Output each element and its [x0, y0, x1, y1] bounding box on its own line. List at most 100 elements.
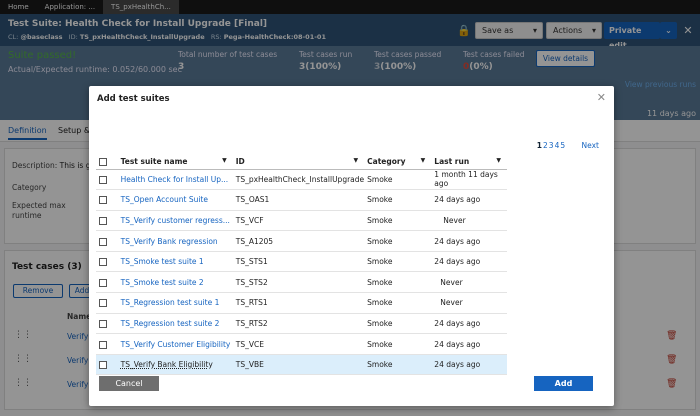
save-as-button[interactable]: Save as ▾	[475, 22, 543, 39]
tab-definition[interactable]: Definition	[8, 126, 47, 140]
filter-icon[interactable]: ▼	[420, 157, 426, 164]
passed-value: 3(100%)	[374, 62, 441, 72]
row-checkbox[interactable]	[99, 216, 107, 225]
row-checkbox[interactable]	[99, 319, 107, 328]
table-row[interactable]: TS_Open Account Suite TS_OAS1 Smoke 24 d…	[96, 189, 507, 211]
select-all-checkbox[interactable]	[99, 157, 107, 166]
row-checkbox[interactable]	[99, 340, 107, 349]
drag-handle-icon[interactable]: ⋮⋮	[14, 330, 32, 340]
view-details-button[interactable]: View details	[536, 50, 595, 67]
table-row[interactable]: TS_Smoke test suite 2 TS_STS2 Smoke Neve…	[96, 271, 507, 294]
save-as-label: Save as	[482, 26, 514, 35]
table-row[interactable]: TS_Smoke test suite 1 TS_STS1 Smoke 24 d…	[96, 251, 507, 273]
col-category[interactable]: Category ▼	[364, 154, 432, 170]
actions-button[interactable]: Actions ▾	[546, 22, 602, 39]
suite-name-link[interactable]: TS_Smoke test suite 1	[117, 251, 233, 273]
suite-name-link[interactable]: TS_Verify Bank regression	[117, 230, 233, 252]
trash-icon[interactable]: 🗑	[666, 379, 678, 389]
trash-icon[interactable]: 🗑	[666, 331, 678, 341]
cancel-button[interactable]: Cancel	[99, 376, 159, 391]
suite-last-run: Never	[431, 210, 507, 232]
row-checkbox[interactable]	[99, 237, 107, 246]
next-page-link[interactable]: Next	[581, 141, 599, 150]
suite-last-run: 24 days ago	[431, 313, 507, 335]
col-test-suite-name[interactable]: Test suite name ▼	[117, 154, 233, 170]
test-case-link[interactable]: Verify	[67, 380, 89, 389]
table-row[interactable]: TS_Verify Bank regression TS_A1205 Smoke…	[96, 230, 507, 252]
suite-name-link[interactable]: Health Check for Install Up...	[117, 169, 233, 191]
table-row[interactable]: TS_Regression test suite 1 TS_RTS1 Smoke…	[96, 292, 507, 314]
test-cases-title: Test cases (3)	[12, 262, 82, 272]
test-case-link[interactable]: Verify	[67, 356, 89, 365]
suite-id: TS_RTS2	[232, 313, 365, 335]
passed-count: 3	[374, 62, 381, 72]
lock-icon[interactable]: 🔒	[457, 24, 471, 37]
suite-last-run: 24 days ago	[431, 354, 507, 376]
test-case-link[interactable]: Verify	[67, 332, 89, 341]
page-5[interactable]: 5	[560, 141, 566, 150]
view-previous-runs-link[interactable]: View previous runs	[624, 80, 696, 89]
runtime-text: Actual/Expected runtime: 0.052/60.000 se…	[8, 65, 182, 74]
table-row[interactable]: TS_Verify customer regress... TS_VCF Smo…	[96, 210, 507, 232]
col-id[interactable]: ID ▼	[232, 154, 365, 170]
row-select-cell	[96, 354, 118, 376]
browser-tab-application[interactable]: Application: ...	[44, 3, 96, 11]
suite-id: TS_RTS1	[232, 292, 365, 314]
page-3[interactable]: 3	[548, 141, 554, 150]
page-4[interactable]: 4	[554, 141, 560, 150]
suite-name-link[interactable]: TS_Verify Customer Eligibility	[117, 333, 233, 355]
suite-last-run: 24 days ago	[431, 189, 507, 211]
failed-count: 0	[463, 62, 470, 72]
filter-icon[interactable]: ▼	[496, 157, 501, 164]
add-button[interactable]: Add	[534, 376, 593, 391]
row-checkbox[interactable]	[99, 196, 107, 205]
col-label: Category	[367, 156, 406, 166]
remove-button[interactable]: Remove	[13, 284, 63, 298]
page-2[interactable]: 2	[543, 141, 548, 150]
browser-tab-bar: Home Application: ... TS_pxHealthCh...	[0, 0, 700, 14]
suite-name-link[interactable]: TS_Verify customer regress...	[117, 210, 233, 232]
col-last-run[interactable]: Last run ▼	[431, 154, 507, 170]
drag-handle-icon[interactable]: ⋮⋮	[14, 354, 32, 364]
suite-category: Smoke	[364, 292, 432, 314]
private-edit-button[interactable]: Private edit	[604, 22, 660, 50]
suite-last-run: 24 days ago	[431, 333, 507, 355]
select-all-cell	[96, 154, 118, 170]
filter-icon[interactable]: ▼	[222, 157, 227, 164]
row-checkbox[interactable]	[99, 258, 107, 267]
suite-last-run: 24 days ago	[431, 230, 507, 252]
rs-label: RS:	[210, 33, 222, 41]
filter-icon[interactable]: ▼	[353, 157, 359, 164]
private-edit-menu-button[interactable]: ⌄	[660, 22, 677, 39]
table-row[interactable]: TS_Regression test suite 2 TS_RTS2 Smoke…	[96, 313, 507, 335]
table-row-selected[interactable]: TS_Verify Bank Eligibility TS_VBE Smoke …	[96, 354, 507, 376]
row-checkbox[interactable]	[99, 278, 107, 287]
table-row[interactable]: TS_Verify Customer Eligibility TS_VCE Sm…	[96, 333, 507, 355]
row-checkbox[interactable]	[99, 361, 107, 370]
suite-name-link[interactable]: TS_Verify Bank Eligibility	[117, 354, 233, 376]
total-label: Total number of test cases	[178, 50, 278, 59]
close-icon[interactable]: ✕	[596, 91, 606, 104]
actions-label: Actions	[553, 26, 583, 35]
suite-name-link[interactable]: TS_Open Account Suite	[117, 189, 233, 211]
rule-meta: CL: @baseclass ID: TS_pxHealthCheck_Inst…	[8, 33, 326, 41]
suite-last-run: 24 days ago	[431, 251, 507, 273]
suite-category: Smoke	[364, 230, 432, 252]
tab-setup[interactable]: Setup &	[58, 126, 91, 135]
suite-name-link[interactable]: TS_Smoke test suite 2	[117, 271, 233, 294]
suite-name-link[interactable]: TS_Regression test suite 2	[117, 313, 233, 335]
page-1[interactable]: 1	[536, 141, 542, 150]
trash-icon[interactable]: 🗑	[666, 355, 678, 365]
row-checkbox[interactable]	[99, 299, 107, 308]
row-checkbox[interactable]	[99, 175, 107, 184]
chevron-down-icon: ▾	[591, 26, 596, 35]
close-icon[interactable]: ✕	[683, 24, 693, 37]
suite-category: Smoke	[364, 333, 432, 355]
table-row[interactable]: Health Check for Install Up... TS_pxHeal…	[96, 169, 507, 191]
suite-id: TS_VCF	[232, 210, 365, 232]
drag-handle-icon[interactable]: ⋮⋮	[14, 378, 32, 388]
suite-name-link[interactable]: TS_Regression test suite 1	[117, 292, 233, 314]
browser-tab-home[interactable]: Home	[8, 3, 29, 11]
failed-value: 0(0%)	[463, 62, 524, 72]
browser-tab-test-suite[interactable]: TS_pxHealthCh...	[103, 0, 179, 14]
